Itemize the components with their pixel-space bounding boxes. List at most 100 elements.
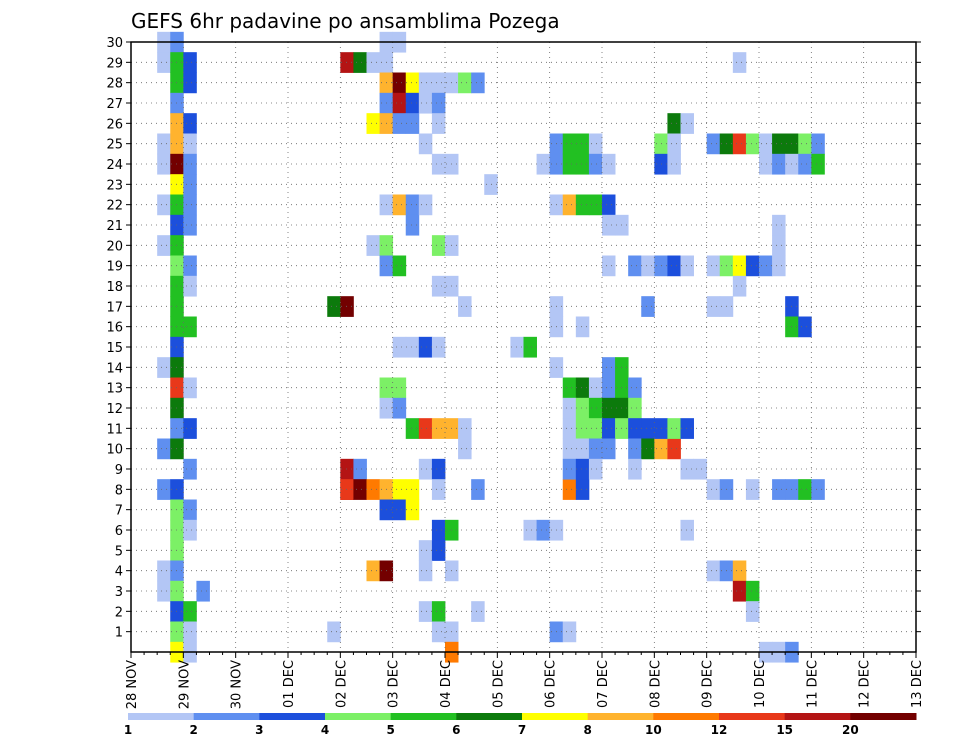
y-tick-label: 4	[115, 565, 123, 580]
heatmap-cell	[366, 560, 380, 582]
heatmap-cell	[353, 479, 367, 500]
heatmap-cell	[798, 316, 812, 338]
heatmap-cell	[183, 174, 197, 195]
heatmap-cell	[602, 438, 616, 460]
heatmap-cell	[353, 458, 367, 480]
heatmap-cell	[772, 153, 786, 175]
heatmap-cell	[798, 153, 812, 175]
heatmap-cell	[340, 52, 354, 73]
legend-color-swatch	[456, 713, 523, 720]
heatmap-cell	[392, 194, 407, 216]
y-tick-label: 27	[106, 97, 123, 112]
heatmap-cell	[458, 296, 472, 317]
heatmap-cell	[641, 296, 655, 317]
heatmap-cell	[732, 255, 747, 277]
heatmap-cell	[667, 438, 681, 460]
heatmap-cell	[340, 458, 354, 480]
legend-color-swatch	[587, 713, 654, 720]
y-tick-label: 15	[106, 341, 123, 356]
heatmap-cell	[157, 194, 171, 216]
heatmap-cell	[602, 357, 616, 378]
heatmap-cell	[680, 418, 694, 439]
legend-label: 5	[386, 723, 394, 737]
heatmap-cell	[667, 255, 681, 277]
x-tick-label: 29 NOV	[177, 660, 192, 709]
heatmap-cell	[431, 336, 446, 358]
heatmap-cell	[418, 418, 433, 439]
heatmap-cell	[405, 194, 420, 216]
x-tick-label: 02 DEC	[334, 660, 349, 708]
heatmap-cell	[183, 418, 197, 439]
heatmap-cell	[772, 255, 786, 277]
heatmap-cell	[327, 621, 341, 643]
heatmap-cell	[588, 418, 603, 439]
heatmap-cell	[732, 52, 747, 73]
heatmap-cell	[732, 580, 747, 602]
y-tick-label: 30	[106, 36, 123, 51]
heatmap-cell	[392, 397, 407, 419]
heatmap-cell	[680, 458, 694, 480]
heatmap-cell	[745, 479, 760, 500]
heatmap-cell	[602, 397, 616, 419]
heatmap-cell	[183, 601, 197, 622]
heatmap-cell	[392, 377, 407, 399]
heatmap-cell	[183, 214, 197, 236]
heatmap-cell	[588, 397, 603, 419]
heatmap-cell	[431, 458, 446, 480]
heatmap-cell	[772, 133, 786, 155]
y-tick-label: 19	[106, 260, 123, 275]
heatmap-cell	[392, 255, 407, 277]
heatmap-cell	[183, 133, 197, 155]
heatmap-cell	[405, 92, 420, 114]
x-tick-label: 01 DEC	[282, 660, 297, 708]
heatmap-cell	[196, 580, 210, 602]
heatmap-cell	[392, 92, 407, 114]
heatmap-cell	[157, 153, 171, 175]
y-tick-label: 3	[115, 585, 123, 600]
heatmap-cell	[667, 113, 681, 134]
heatmap-cell	[536, 153, 551, 175]
legend-color-swatch	[522, 713, 589, 720]
legend-label: 8	[583, 723, 591, 737]
heatmap-cell	[602, 377, 616, 399]
heatmap-cell	[628, 418, 642, 439]
y-tick-label: 24	[106, 158, 123, 173]
heatmap-cell	[183, 72, 197, 94]
heatmap-cell	[458, 418, 472, 439]
heatmap-cell	[183, 275, 197, 297]
heatmap-cell	[575, 377, 590, 399]
legend-label: 20	[842, 723, 859, 737]
heatmap-cell	[183, 499, 197, 521]
heatmap-cell	[562, 133, 577, 155]
heatmap-cell	[405, 113, 420, 134]
heatmap-cell	[641, 418, 655, 439]
heatmap-cell	[431, 601, 446, 622]
heatmap-cell	[431, 418, 446, 439]
heatmap-cell	[745, 601, 760, 622]
heatmap-cell	[536, 519, 551, 541]
legend-color-swatch	[850, 713, 917, 720]
heatmap-cell	[811, 133, 825, 155]
heatmap-cell	[602, 255, 616, 277]
heatmap-cell	[811, 153, 825, 175]
heatmap-cell	[431, 479, 446, 500]
heatmap-cell	[327, 296, 341, 317]
heatmap-cell	[575, 438, 590, 460]
heatmap-cell	[431, 92, 446, 114]
y-axis-ticks: 1234567891011121314151617181920212223242…	[106, 36, 921, 641]
heatmap-cell	[431, 153, 446, 175]
heatmap-cell	[405, 479, 420, 500]
y-tick-label: 18	[106, 280, 123, 295]
heatmap-cell	[392, 113, 407, 134]
heatmap-cell	[588, 377, 603, 399]
heatmap-cell	[405, 499, 420, 521]
heatmap-cell	[471, 72, 485, 94]
legend-color-swatch	[128, 713, 195, 720]
heatmap-cell	[562, 194, 577, 216]
x-axis-ticks: 28 NOV 29 NOV 30 NOV 01 DEC 02 DEC 03 DEC 04 D…	[125, 652, 925, 709]
heatmap-cell	[602, 214, 616, 236]
heatmap-cell	[183, 458, 197, 480]
heatmap-cell	[628, 377, 642, 399]
x-tick-label: 10 DEC	[753, 660, 768, 708]
heatmap-cell	[484, 174, 498, 195]
